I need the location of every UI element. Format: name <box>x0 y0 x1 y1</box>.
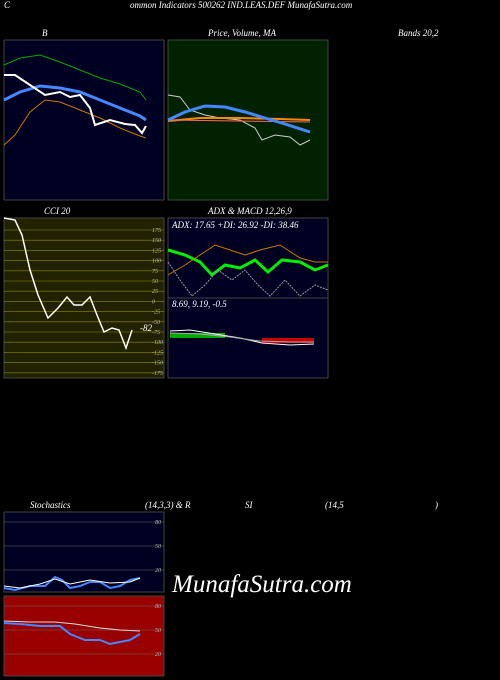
rsi-params: (14,5 <box>325 500 344 510</box>
macd-hist <box>170 333 225 338</box>
macd-hist <box>262 338 314 343</box>
price-line <box>167 94 311 146</box>
y-tick-label: 80 <box>155 604 161 610</box>
rsi-line <box>3 622 141 646</box>
ma-line <box>167 104 311 134</box>
y-tick-label: 100 <box>152 259 161 265</box>
ma-line <box>167 117 311 122</box>
y-tick-label: 75 <box>152 269 158 275</box>
middle-band <box>3 84 147 122</box>
bands-title: B <box>42 28 48 38</box>
y-tick-label: -75 <box>152 330 160 336</box>
signal-line <box>169 332 314 343</box>
cci-title: CCI 20 <box>44 206 71 216</box>
rsi-panel <box>3 595 165 677</box>
ma-line <box>167 119 311 123</box>
y-tick-label: -25 <box>152 310 160 316</box>
bands-panel <box>3 39 165 201</box>
y-tick-label: 80 <box>155 520 161 526</box>
rsi-title: SI <box>245 500 254 510</box>
y-tick-label: 175 <box>152 228 161 234</box>
watermark: MunafaSutra.com <box>171 571 352 598</box>
adx-title: ADX & MACD 12,26,9 <box>207 206 292 216</box>
y-tick-label: 0 <box>152 299 155 305</box>
price-line <box>4 74 147 135</box>
plus-di <box>167 248 329 278</box>
bands-title-right: Bands 20,2 <box>398 28 439 38</box>
y-tick-label: 50 <box>155 628 161 634</box>
y-tick-label: -125 <box>152 350 163 356</box>
adx-line <box>167 261 329 297</box>
stoch-params: (14,3,3) & R <box>145 500 191 510</box>
rsi-close: ) <box>434 500 438 510</box>
cci-panel <box>3 217 165 379</box>
cci-line <box>3 217 133 351</box>
price-title: Price, Volume, MA <box>207 28 276 38</box>
y-tick-label: -150 <box>152 361 163 367</box>
lower-band <box>3 99 147 146</box>
y-tick-label: 20 <box>155 568 161 574</box>
y-tick-label: 125 <box>152 248 161 254</box>
y-tick-label: 25 <box>152 289 158 295</box>
rsi-avg <box>3 620 141 632</box>
header-title: ommon Indicators 500262 IND.LEAS.DEF Mun… <box>130 0 353 10</box>
cci-current: -82 <box>140 323 152 333</box>
y-tick-label: 20 <box>155 652 161 658</box>
stoch-panel <box>3 511 165 593</box>
y-tick-label: 150 <box>152 238 161 244</box>
y-tick-label: 50 <box>155 544 161 550</box>
minus-di <box>167 244 328 276</box>
header-first: C <box>4 0 11 10</box>
stoch-title: Stochastics <box>30 500 71 510</box>
upper-band <box>3 54 147 101</box>
y-tick-label: -50 <box>152 320 160 326</box>
macd-values: 8.69, 9.19, -0.5 <box>172 299 227 309</box>
y-tick-label: -175 <box>152 371 163 377</box>
adx-values: ADX: 17.65 +DI: 26.92 -DI: 38.46 <box>171 220 299 230</box>
y-tick-label: -100 <box>152 340 163 346</box>
y-tick-label: 50 <box>152 279 158 285</box>
stoch-d <box>3 577 141 589</box>
